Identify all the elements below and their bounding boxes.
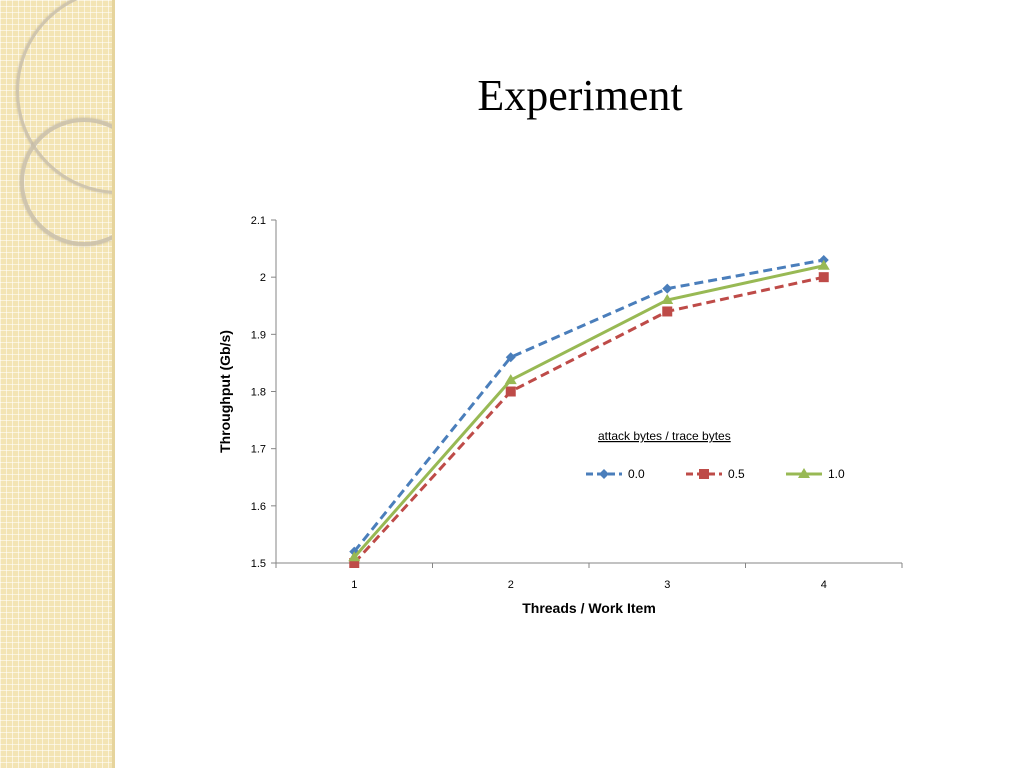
series-1-0 bbox=[348, 259, 830, 562]
sidebar-edge bbox=[112, 0, 115, 768]
legend-entry: 0.5 bbox=[686, 467, 745, 481]
data-point bbox=[505, 386, 516, 397]
y-tick-label: 1.6 bbox=[251, 501, 266, 513]
data-point bbox=[504, 374, 517, 385]
data-point bbox=[661, 294, 674, 305]
series-0-0 bbox=[349, 255, 829, 557]
x-tick-label: 2 bbox=[508, 579, 514, 591]
legend-marker bbox=[699, 469, 709, 479]
series-line bbox=[353, 264, 825, 559]
chart-axes bbox=[275, 220, 902, 564]
legend-label: 1.0 bbox=[828, 467, 845, 481]
y-tick-label: 1.7 bbox=[251, 444, 266, 456]
y-tick-label: 2 bbox=[260, 272, 266, 284]
data-point bbox=[818, 272, 829, 283]
series-0-5 bbox=[349, 272, 829, 568]
data-point bbox=[662, 283, 673, 294]
data-point bbox=[348, 551, 361, 562]
slide-title: Experiment bbox=[477, 71, 683, 120]
series-line bbox=[353, 275, 825, 565]
chart-series bbox=[348, 255, 830, 568]
x-tick-label: 3 bbox=[664, 579, 670, 591]
y-axis-ticks: 1.5 1.6 1.7 1.8 1.9 2 2.1 bbox=[251, 215, 276, 570]
data-point bbox=[505, 352, 516, 363]
y-tick-label: 2.1 bbox=[251, 215, 266, 227]
legend-entry: 0.0 bbox=[586, 467, 645, 481]
y-tick-label: 1.5 bbox=[251, 558, 266, 570]
y-tick-label: 1.8 bbox=[251, 387, 266, 399]
y-axis-title: Throughput (Gb/s) bbox=[217, 330, 233, 453]
legend-marker bbox=[599, 469, 609, 479]
x-axis-title: Threads / Work Item bbox=[522, 600, 656, 616]
chart-legend: attack bytes / trace bytes 0.0 0.5 1.0 bbox=[586, 429, 845, 481]
series-line bbox=[353, 258, 825, 553]
legend-marker bbox=[798, 468, 810, 478]
data-point bbox=[817, 259, 830, 270]
data-point bbox=[662, 306, 673, 317]
data-point bbox=[349, 558, 360, 568]
legend-label: 0.0 bbox=[628, 467, 645, 481]
decorative-sidebar bbox=[0, 0, 112, 768]
legend-label: 0.5 bbox=[728, 467, 745, 481]
x-tick-label: 1 bbox=[351, 579, 357, 591]
legend-title: attack bytes / trace bytes bbox=[598, 429, 731, 443]
line-chart: 1.5 1.6 1.7 1.8 1.9 2 2.1 1 2 3 4 Threads / Work … bbox=[217, 215, 903, 616]
legend-entry: 1.0 bbox=[786, 467, 845, 481]
x-axis-ticks: 1 2 3 4 bbox=[275, 563, 903, 591]
x-tick-label: 4 bbox=[821, 579, 827, 591]
y-tick-label: 1.9 bbox=[251, 329, 266, 341]
